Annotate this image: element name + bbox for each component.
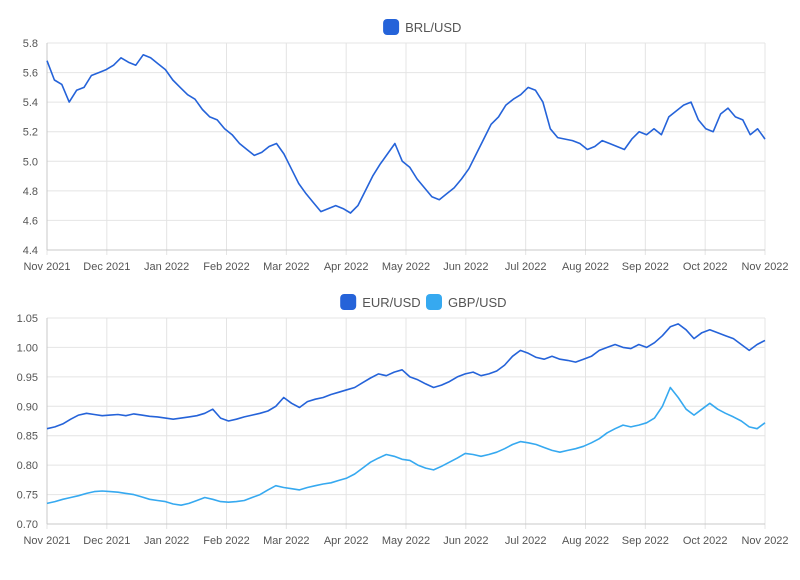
series-line-gbp-usd — [46, 386, 766, 507]
x-tick-label: Sep 2022 — [622, 535, 669, 547]
x-tick-label: Jun 2022 — [443, 535, 488, 547]
x-tick-label: May 2022 — [382, 261, 430, 273]
x-tick-label: May 2022 — [382, 535, 430, 547]
x-tick-label: Oct 2022 — [683, 535, 728, 547]
y-tick-label: 4.8 — [23, 186, 38, 198]
x-tick-label: Apr 2022 — [324, 535, 369, 547]
x-tick-label: Dec 2021 — [83, 535, 130, 547]
y-tick-label: 0.80 — [17, 460, 38, 472]
x-tick-label: Nov 2021 — [23, 535, 70, 547]
y-tick-label: 1.00 — [17, 342, 38, 354]
x-tick-label: Jun 2022 — [443, 261, 488, 273]
x-tick-label: Feb 2022 — [203, 261, 249, 273]
x-tick-label: Mar 2022 — [263, 535, 309, 547]
y-tick-label: 4.4 — [23, 245, 38, 257]
series-line-eur-usd — [46, 323, 766, 430]
x-tick-label: Jul 2022 — [505, 535, 547, 547]
x-tick-label: Sep 2022 — [622, 261, 669, 273]
y-tick-label: 1.05 — [17, 313, 38, 325]
legend-swatch — [383, 19, 400, 35]
y-tick-label: 0.90 — [17, 401, 38, 413]
chart-2: 0.70 0.75 0.80 0.85 0.90 0.95 1.00 1.05 Nov 2021… — [17, 294, 789, 547]
x-tick-label: Aug 2022 — [562, 261, 609, 273]
y-tick-label: 0.70 — [17, 519, 38, 531]
x-tick-label: Jan 2022 — [144, 261, 189, 273]
x-tick-label: Nov 2021 — [23, 261, 70, 273]
x-tick-label: Dec 2021 — [83, 261, 130, 273]
y-tick-label: 5.0 — [23, 156, 38, 168]
y-tick-label: 0.95 — [17, 372, 38, 384]
y-tick-label: 5.2 — [23, 127, 38, 139]
x-tick-label: Nov 2022 — [741, 535, 788, 547]
y-tick-label: 4.6 — [23, 215, 38, 227]
y-tick-label: 5.6 — [23, 68, 38, 80]
legend-item-eur-usd[interactable]: EUR/USD — [340, 294, 421, 310]
legend-swatch — [340, 294, 357, 310]
legend-item-brl-usd[interactable]: BRL/USD — [383, 19, 461, 35]
y-tick-label: 0.75 — [17, 490, 38, 502]
x-tick-label: Aug 2022 — [562, 535, 609, 547]
x-tick-label: Nov 2022 — [741, 261, 788, 273]
x-tick-label: Oct 2022 — [683, 261, 728, 273]
y-tick-label: 5.4 — [23, 97, 38, 109]
x-tick-label: Feb 2022 — [203, 535, 249, 547]
y-tick-label: 5.8 — [23, 38, 38, 50]
x-tick-label: Apr 2022 — [324, 261, 369, 273]
legend-label: BRL/USD — [405, 20, 461, 35]
x-tick-label: Mar 2022 — [263, 261, 309, 273]
legend-label: GBP/USD — [448, 295, 507, 310]
legend-item-gbp-usd[interactable]: GBP/USD — [426, 294, 507, 310]
y-tick-label: 0.85 — [17, 431, 38, 443]
chart-1: 4.4 4.6 4.8 5.0 5.2 5.4 5.6 5.8 Nov 2021 Dec 2021… — [23, 19, 789, 273]
series-line-brl-usd — [46, 53, 766, 214]
x-tick-label: Jan 2022 — [144, 535, 189, 547]
legend-swatch — [426, 294, 442, 310]
legend-label: EUR/USD — [362, 295, 421, 310]
x-tick-label: Jul 2022 — [505, 261, 547, 273]
